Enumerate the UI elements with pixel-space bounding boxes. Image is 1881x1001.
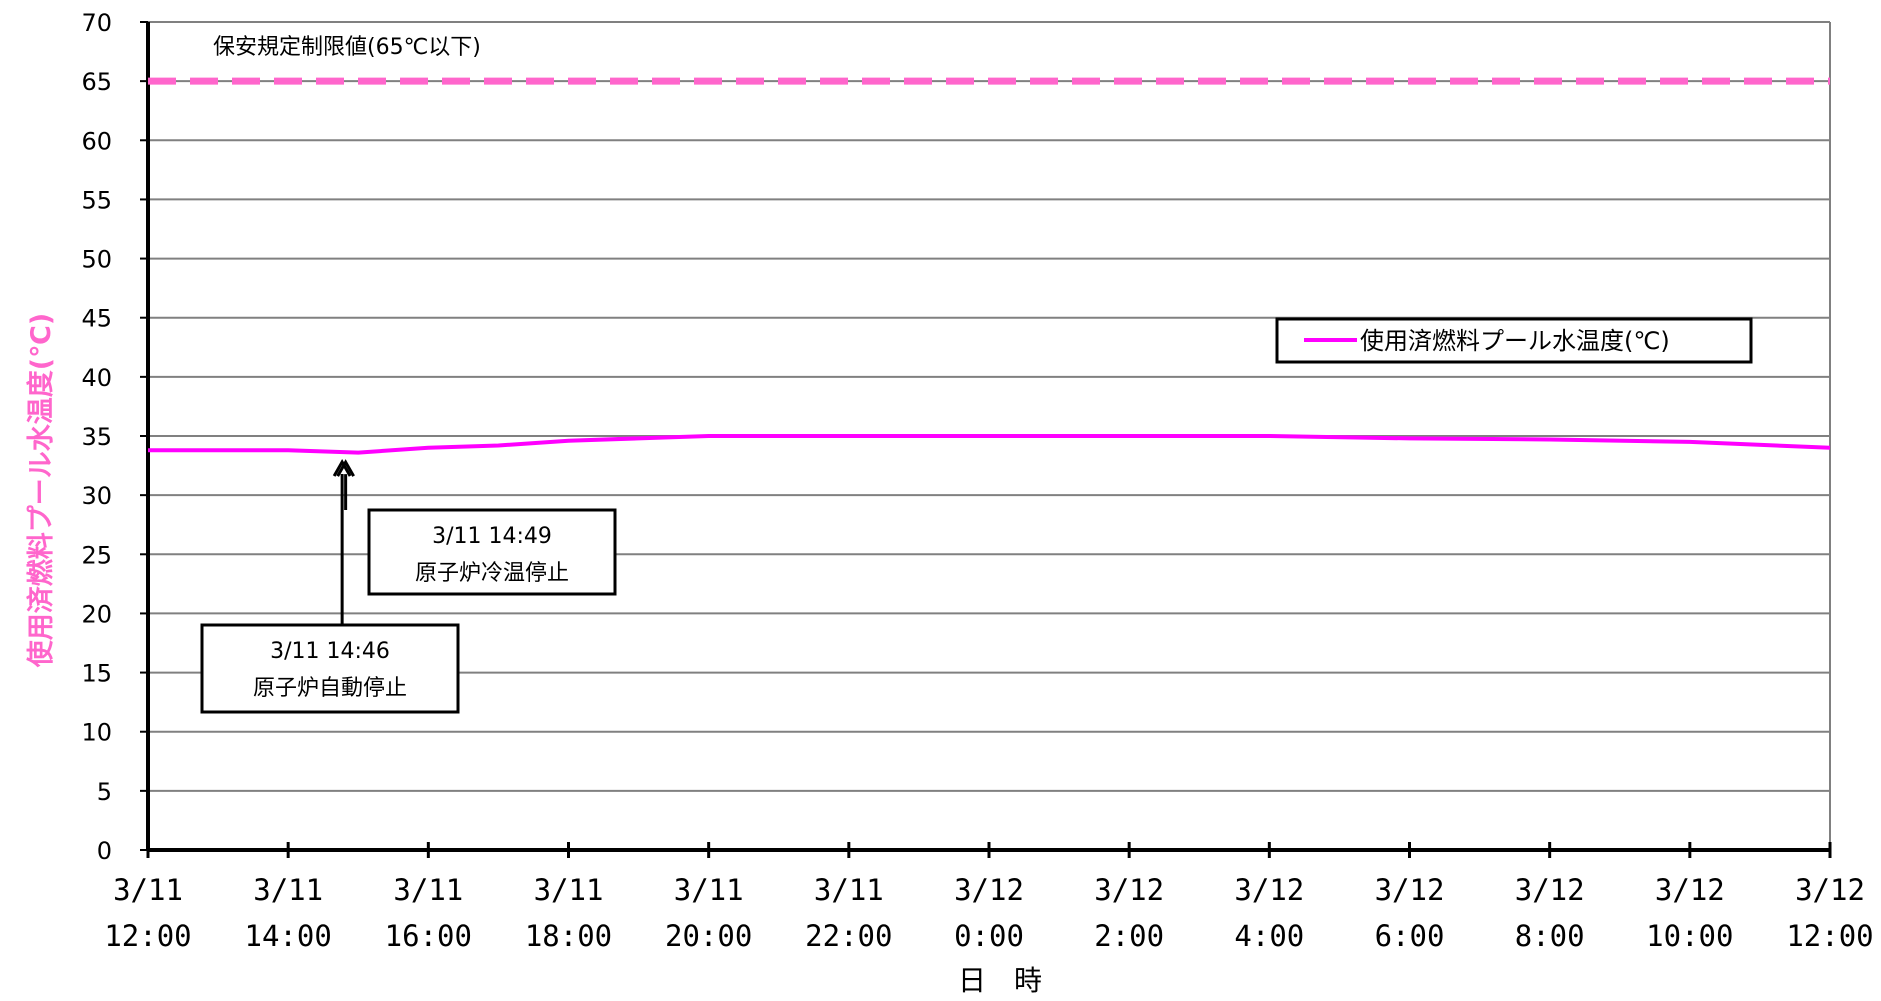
y-tick-label: 65 xyxy=(81,68,112,96)
reference-line-label: 保安規定制限値(65℃以下) xyxy=(213,35,481,60)
x-tick-time-label: 4:00 xyxy=(1234,919,1304,953)
y-axis-ticks: 0 5 10 15 20 25 30 35 40 45 50 55 60 65 70 xyxy=(81,9,148,865)
y-tick-label: 10 xyxy=(81,719,112,747)
annotation-box xyxy=(367,508,617,596)
annotation-arrowhead xyxy=(336,459,355,477)
y-tick-label: 50 xyxy=(81,246,112,274)
y-tick-label: 30 xyxy=(81,482,112,510)
y-tick-label: 20 xyxy=(81,600,112,628)
reference-line-group: 保安規定制限値(65℃以下) xyxy=(148,35,1830,85)
series-layer xyxy=(148,434,1831,455)
y-axis-label: 使用済燃料プール水温度(℃) xyxy=(25,313,57,668)
y-tick-label: 15 xyxy=(81,660,112,688)
x-tick-date-label: 3/11 xyxy=(393,873,463,907)
x-tick-date-label: 3/12 xyxy=(1795,873,1865,907)
x-tick-time-label: 12:00 xyxy=(104,919,191,953)
y-tick-label: 0 xyxy=(97,837,112,865)
x-tick-date-label: 3/12 xyxy=(1094,873,1164,907)
annotation-box xyxy=(200,623,460,714)
x-tick-date-label: 3/11 xyxy=(814,873,884,907)
annotation-text: 原子炉自動停止 xyxy=(253,676,407,701)
series-line xyxy=(148,434,1831,455)
x-tick-time-label: 20:00 xyxy=(665,919,752,953)
x-axis-ticks: 3/11 12:00 3/11 14:00 3/11 16:00 3/11 18:00 3/11… xyxy=(104,842,1874,953)
x-tick-date-label: 3/12 xyxy=(1375,873,1445,907)
legend: 使用済燃料プール水温度(℃) xyxy=(1275,317,1753,364)
annotations-layer: 3/11 14:49 原子炉冷温停止 3/11 14:46 原子炉自動停止 xyxy=(200,458,617,714)
y-tick-label: 60 xyxy=(81,127,112,155)
annotation-cold-shutdown: 3/11 14:49 原子炉冷温停止 xyxy=(415,524,569,586)
x-tick-date-label: 3/12 xyxy=(1515,873,1585,907)
x-tick-date-label: 3/12 xyxy=(1234,873,1304,907)
y-tick-label: 40 xyxy=(81,364,112,392)
y-tick-label: 55 xyxy=(81,186,112,214)
x-tick-time-label: 22:00 xyxy=(805,919,892,953)
x-tick-time-label: 10:00 xyxy=(1646,919,1733,953)
annotation-arrowhead xyxy=(332,458,352,477)
annotation-auto-shutdown: 3/11 14:46 原子炉自動停止 xyxy=(253,639,407,701)
y-tick-label: 25 xyxy=(81,541,112,569)
annotation-text: 原子炉冷温停止 xyxy=(415,561,569,586)
annotation-time-label: 3/11 14:46 xyxy=(270,639,390,664)
x-tick-date-label: 3/12 xyxy=(954,873,1024,907)
x-tick-time-label: 2:00 xyxy=(1094,919,1164,953)
y-tick-label: 5 xyxy=(97,778,112,806)
x-axis-label: 日 時 xyxy=(958,964,1042,997)
x-tick-time-label: 16:00 xyxy=(385,919,472,953)
y-tick-label: 70 xyxy=(81,9,112,37)
x-tick-date-label: 3/11 xyxy=(674,873,744,907)
x-tick-time-label: 18:00 xyxy=(525,919,612,953)
x-tick-time-label: 12:00 xyxy=(1786,919,1873,953)
y-tick-label: 35 xyxy=(81,423,112,451)
x-tick-time-label: 8:00 xyxy=(1515,919,1585,953)
x-tick-time-label: 6:00 xyxy=(1375,919,1445,953)
x-tick-date-label: 3/11 xyxy=(534,873,604,907)
legend-entry-label: 使用済燃料プール水温度(℃) xyxy=(1360,327,1670,355)
x-tick-date-label: 3/11 xyxy=(253,873,323,907)
y-tick-label: 45 xyxy=(81,305,112,333)
annotation-time-label: 3/11 14:49 xyxy=(432,524,552,549)
x-tick-date-label: 3/11 xyxy=(113,873,183,907)
x-tick-time-label: 14:00 xyxy=(245,919,332,953)
x-tick-date-label: 3/12 xyxy=(1655,873,1725,907)
x-tick-time-label: 0:00 xyxy=(954,919,1024,953)
